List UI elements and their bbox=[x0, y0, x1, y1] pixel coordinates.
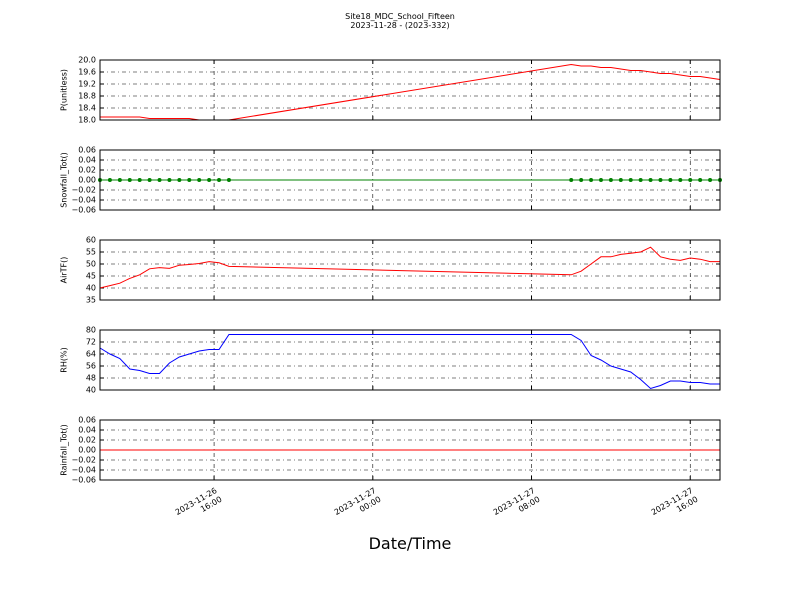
marker bbox=[708, 178, 713, 182]
y-tick-label: −0.02 bbox=[71, 186, 96, 195]
y-tick-label: 19.2 bbox=[78, 80, 96, 89]
y-tick-label: 56 bbox=[86, 362, 96, 371]
y-tick-label: 0.02 bbox=[78, 436, 96, 445]
plot-frame bbox=[99, 329, 721, 391]
y-tick-label: −0.06 bbox=[71, 476, 96, 485]
y-tick-label: 50 bbox=[86, 260, 96, 269]
y-tick-label: −0.04 bbox=[71, 466, 96, 475]
marker bbox=[197, 178, 202, 182]
marker bbox=[147, 178, 152, 182]
y-tick-label: 20.0 bbox=[78, 56, 96, 65]
plot-frame bbox=[99, 149, 721, 211]
marker bbox=[217, 178, 222, 182]
y-tick-label: 45 bbox=[86, 272, 96, 281]
y-tick-label: 0.00 bbox=[78, 446, 96, 455]
marker bbox=[579, 178, 584, 182]
marker bbox=[598, 178, 603, 182]
marker bbox=[207, 178, 212, 182]
marker bbox=[658, 178, 663, 182]
y-tick-label: 0.04 bbox=[78, 426, 96, 435]
marker bbox=[608, 178, 613, 182]
line bbox=[99, 246, 720, 289]
y-tick-label: 40 bbox=[86, 284, 96, 293]
y-tick-label: 0.06 bbox=[78, 146, 96, 155]
y-tick-label: 18.4 bbox=[78, 104, 96, 113]
marker bbox=[628, 178, 633, 182]
y-tick-label: 40 bbox=[86, 386, 96, 395]
marker bbox=[569, 178, 574, 182]
line bbox=[99, 334, 720, 390]
marker bbox=[177, 178, 182, 182]
marker bbox=[167, 178, 172, 182]
y-tick-label: 18.0 bbox=[78, 116, 96, 125]
marker bbox=[137, 178, 142, 182]
marker bbox=[678, 178, 683, 182]
subtitle: 2023-11-28 - (2023-332) bbox=[350, 21, 450, 30]
y-tick-label: 80 bbox=[86, 326, 96, 335]
marker bbox=[187, 178, 192, 182]
y-tick-label: 0.02 bbox=[78, 166, 96, 175]
y-tick-label: −0.02 bbox=[71, 456, 96, 465]
y-axis-label: AirTF() bbox=[60, 257, 69, 284]
plot-frame bbox=[99, 59, 721, 121]
y-axis-label: Snowfall_Tot() bbox=[60, 152, 69, 208]
x-axis-label: Date/Time bbox=[368, 534, 452, 553]
marker bbox=[618, 178, 623, 182]
y-axis-label: RH(%) bbox=[60, 347, 69, 372]
y-tick-label: 55 bbox=[86, 248, 96, 257]
y-tick-label: 0.04 bbox=[78, 156, 96, 165]
marker bbox=[688, 178, 693, 182]
marker bbox=[648, 178, 653, 182]
y-tick-label: −0.04 bbox=[71, 196, 96, 205]
marker bbox=[638, 178, 643, 182]
y-tick-label: 18.8 bbox=[78, 92, 96, 101]
y-axis-label: Rainfall_Tot() bbox=[60, 424, 69, 476]
y-axis-label: P(unitless) bbox=[60, 69, 69, 111]
plot-frame bbox=[99, 419, 721, 481]
title: Site18_MDC_School_Fifteen bbox=[345, 12, 455, 21]
y-tick-label: 60 bbox=[86, 236, 96, 245]
marker bbox=[157, 178, 162, 182]
y-tick-label: 0.06 bbox=[78, 416, 96, 425]
y-tick-label: 0.00 bbox=[78, 176, 96, 185]
marker bbox=[698, 178, 703, 182]
marker bbox=[668, 178, 673, 182]
y-tick-label: 48 bbox=[86, 374, 96, 383]
y-tick-label: 19.6 bbox=[78, 68, 96, 77]
marker bbox=[117, 178, 122, 182]
y-tick-label: 72 bbox=[86, 338, 96, 347]
marker bbox=[226, 178, 231, 182]
marker bbox=[107, 178, 112, 182]
y-tick-label: −0.06 bbox=[71, 206, 96, 215]
line bbox=[100, 63, 721, 121]
y-tick-label: 35 bbox=[86, 296, 96, 305]
y-tick-label: 64 bbox=[86, 350, 96, 359]
marker bbox=[589, 178, 594, 182]
marker bbox=[127, 178, 132, 182]
plot-frame bbox=[99, 239, 721, 301]
